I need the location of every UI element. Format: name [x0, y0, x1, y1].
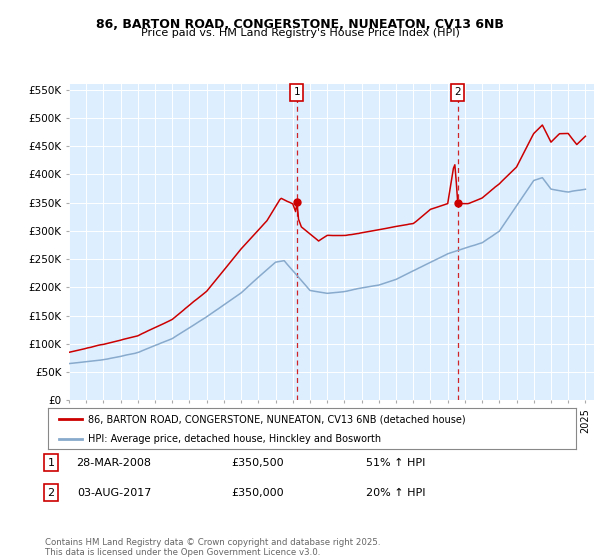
Text: 1: 1 [293, 87, 300, 97]
Text: 51% ↑ HPI: 51% ↑ HPI [367, 458, 425, 468]
Text: 03-AUG-2017: 03-AUG-2017 [77, 488, 151, 498]
Text: 86, BARTON ROAD, CONGERSTONE, NUNEATON, CV13 6NB (detached house): 86, BARTON ROAD, CONGERSTONE, NUNEATON, … [88, 414, 465, 424]
Text: £350,000: £350,000 [232, 488, 284, 498]
Text: 2: 2 [455, 87, 461, 97]
Text: HPI: Average price, detached house, Hinckley and Bosworth: HPI: Average price, detached house, Hinc… [88, 434, 381, 444]
Text: 20% ↑ HPI: 20% ↑ HPI [366, 488, 426, 498]
Text: 28-MAR-2008: 28-MAR-2008 [77, 458, 151, 468]
Text: Contains HM Land Registry data © Crown copyright and database right 2025.
This d: Contains HM Land Registry data © Crown c… [45, 538, 380, 557]
Text: 2: 2 [47, 488, 55, 498]
Text: Price paid vs. HM Land Registry's House Price Index (HPI): Price paid vs. HM Land Registry's House … [140, 28, 460, 38]
Text: £350,500: £350,500 [232, 458, 284, 468]
Text: 1: 1 [47, 458, 55, 468]
Text: 86, BARTON ROAD, CONGERSTONE, NUNEATON, CV13 6NB: 86, BARTON ROAD, CONGERSTONE, NUNEATON, … [96, 18, 504, 31]
